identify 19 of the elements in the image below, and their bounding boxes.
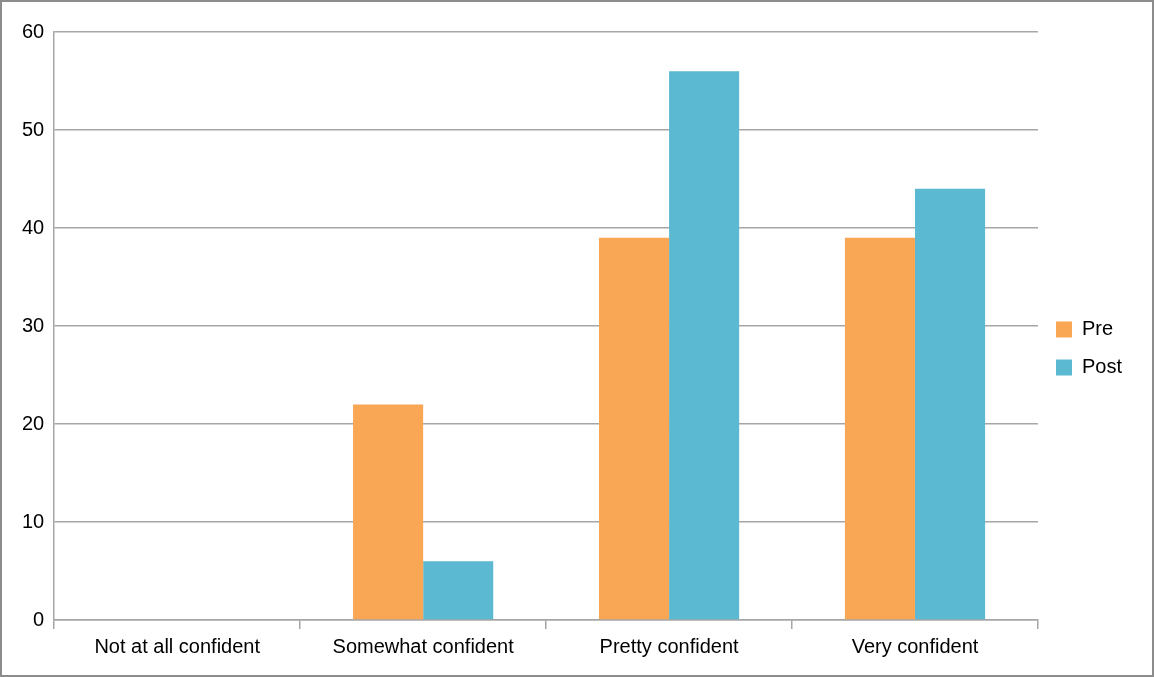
x-tick-label: Not at all confident (94, 634, 261, 657)
bar (669, 71, 740, 620)
bar (915, 188, 986, 620)
x-tick-label: Somewhat confident (332, 634, 515, 657)
x-tick-label: Pretty confident (599, 634, 739, 657)
bar (844, 237, 916, 620)
y-tick-label: 10 (22, 509, 45, 532)
y-tick-label: 60 (22, 19, 45, 42)
y-tick-label: 20 (22, 411, 45, 434)
x-tick-label: Very confident (851, 634, 979, 657)
legend-label: Pre (1081, 317, 1114, 340)
bar (423, 561, 494, 620)
legend-label: Post (1081, 355, 1123, 378)
y-tick-label: 50 (22, 117, 45, 140)
y-tick-label: 0 (33, 607, 45, 630)
bar (353, 404, 424, 620)
bar (598, 237, 670, 620)
y-tick-label: 30 (22, 313, 45, 336)
y-tick-label: 40 (22, 215, 45, 238)
